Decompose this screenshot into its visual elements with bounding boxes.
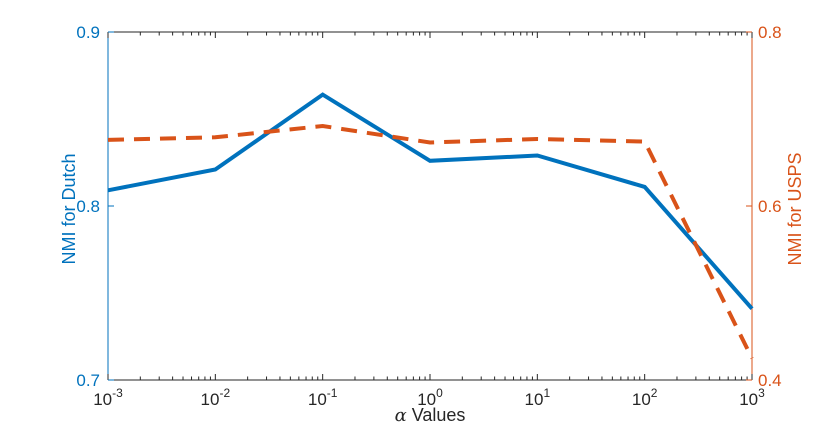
x-tick-label: 10-1	[308, 386, 338, 409]
x-tick-label-base: 10	[308, 390, 327, 409]
x-tick-label-base: 10	[93, 390, 112, 409]
x-tick-label-exponent: 0	[436, 386, 443, 400]
x-tick-label-base: 10	[525, 390, 544, 409]
x-tick-label-base: 10	[632, 390, 651, 409]
x-tick-label: 103	[739, 386, 765, 409]
x-tick-label: 102	[632, 386, 658, 409]
x-tick-label: 10-2	[201, 386, 231, 409]
x-tick-label-base: 10	[739, 390, 758, 409]
right-y-tick-label: 0.4	[758, 371, 782, 390]
series-line-usps	[107, 123, 754, 360]
x-tick-label-exponent: -2	[219, 386, 230, 400]
x-tick-label: 101	[525, 386, 551, 409]
left-y-tick-label: 0.8	[76, 197, 100, 216]
x-axis: 10-3 10-2 10-1 100 101 102 103	[93, 32, 765, 409]
series-line-dutch	[107, 92, 754, 311]
x-tick-label-exponent: -1	[327, 386, 338, 400]
left-y-axis-label: NMI for Dutch	[59, 153, 79, 264]
x-tick-label: 10-3	[93, 386, 123, 409]
x-axis-label-symbol: α	[395, 405, 407, 426]
series-layer	[107, 92, 754, 360]
x-tick-label-base: 10	[417, 390, 436, 409]
x-axis-label: α Values	[395, 405, 466, 426]
plot-frame	[107, 31, 753, 381]
x-axis-label-text: Values	[407, 405, 466, 425]
left-y-tick-label: 0.7	[76, 371, 100, 390]
right-y-tick-label: 0.6	[758, 197, 782, 216]
x-tick-label: 100	[417, 386, 443, 409]
right-y-tick-label: 0.8	[758, 23, 782, 42]
left-y-tick-label: 0.9	[76, 23, 100, 42]
x-tick-label-exponent: 1	[543, 386, 550, 400]
x-tick-label-exponent: 2	[651, 386, 658, 400]
x-tick-label-exponent: -3	[112, 386, 123, 400]
right-y-axis-label: NMI for USPS	[785, 152, 805, 265]
right-y-axis: 0.4 0.6 0.8	[746, 23, 782, 390]
left-y-axis: 0.7 0.8 0.9	[76, 23, 114, 390]
x-tick-label-exponent: 3	[758, 386, 765, 400]
x-tick-label-base: 10	[201, 390, 220, 409]
